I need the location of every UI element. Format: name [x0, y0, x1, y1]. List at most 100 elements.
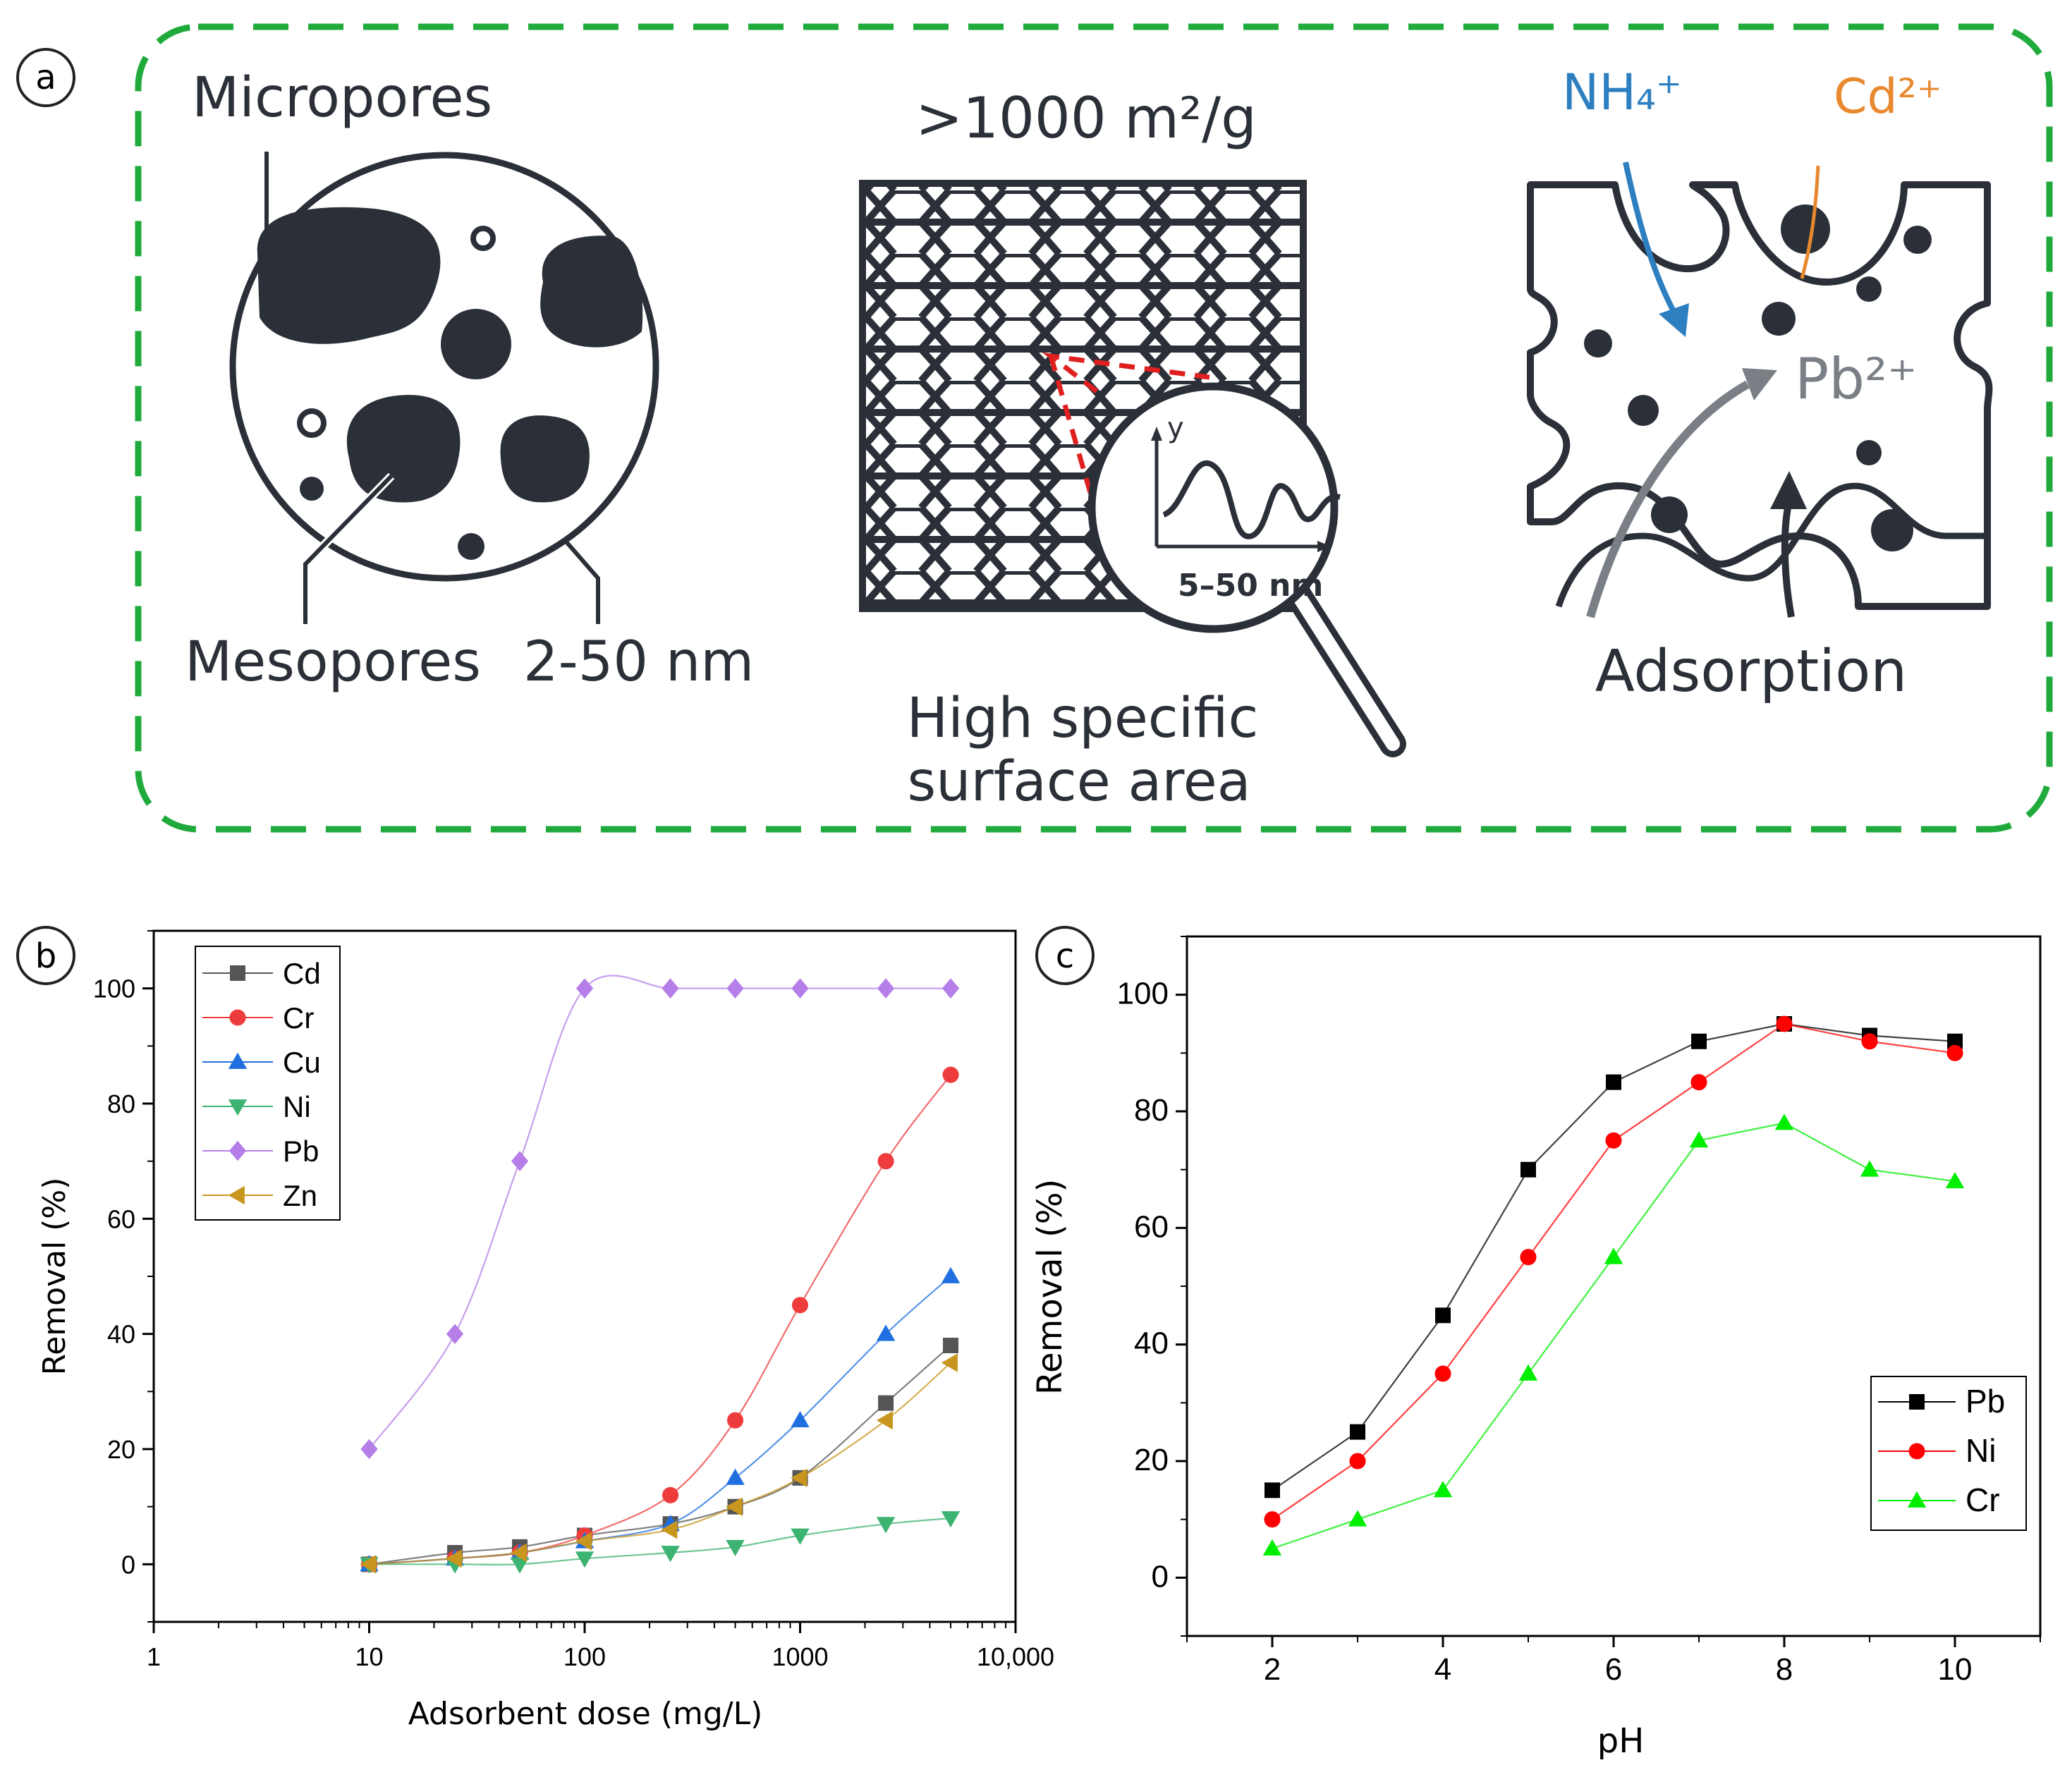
b-y-tick-label: 20 [107, 1435, 135, 1464]
c-point-cr [1518, 1364, 1538, 1381]
c-point-pb [1691, 1033, 1707, 1049]
pore-dot-8 [1871, 509, 1913, 551]
b-point-cu [876, 1324, 896, 1341]
panel-c-label: c [1056, 936, 1074, 976]
micropore-ring-top [470, 226, 496, 251]
b-point-zn [510, 1543, 527, 1563]
c-point-pb [1264, 1482, 1280, 1498]
zoom-x-arrow-icon [1317, 541, 1331, 552]
panel-b-legend: Cd Cr Cu Ni Pb Zn [195, 946, 341, 1221]
b-legend-marker-cd [230, 965, 245, 981]
b-series-line-cu [369, 1276, 951, 1565]
porous-particle [229, 152, 659, 624]
micropore-ring-left [297, 408, 327, 438]
c-point-ni [1264, 1511, 1281, 1528]
b-series-line-pb [368, 975, 951, 1450]
c-legend-marker-cr [1907, 1491, 1927, 1508]
c-y-tick-label: 60 [1134, 1209, 1169, 1244]
c-legend-label-pb: Pb [1966, 1383, 2005, 1419]
pore-dot-7 [1651, 496, 1688, 533]
c-point-cr [1348, 1510, 1367, 1527]
adsorption-channel [1527, 161, 1993, 618]
b-y-tick-label: 0 [121, 1550, 135, 1579]
b-point-ni [876, 1517, 896, 1534]
c-point-cr [1689, 1131, 1709, 1148]
b-point-pb [360, 1439, 378, 1460]
b-legend-marker-cu [228, 1052, 248, 1069]
c-x-tick-label: 10 [1938, 1652, 1973, 1687]
b-y-tick-label: 80 [107, 1089, 135, 1118]
b-point-ni [661, 1546, 680, 1563]
adsorption-arrow [1781, 507, 1795, 618]
zoom-region-marker-edge [1048, 355, 1099, 515]
ion-cd-label: Cd²⁺ [1834, 69, 1942, 125]
b-legend-label-cd: Cd [283, 957, 321, 990]
b-point-cr [877, 1153, 894, 1170]
b-point-pb [877, 978, 895, 999]
honeycomb-border [859, 180, 1307, 612]
b-point-cd [943, 1338, 959, 1353]
b-legend-label-ni: Ni [283, 1090, 311, 1123]
b-legend-marker-cr [229, 1009, 246, 1026]
zoom-range-label: 5–50 nm [1178, 568, 1323, 604]
ion-pb-label: Pb²⁺ [1795, 346, 1917, 412]
adsorption-label: Adsorption [1595, 638, 1907, 705]
b-legend-marker-ni [228, 1099, 248, 1116]
b-point-cu [791, 1410, 810, 1428]
c-point-pb [1435, 1307, 1451, 1324]
micropore-dot-bottom [458, 533, 485, 560]
b-y-tick-label: 60 [107, 1204, 135, 1233]
micropores-label: Micropores [192, 66, 492, 130]
zoom-axis-y-label: y [1167, 412, 1184, 444]
c-point-cr [1433, 1481, 1453, 1498]
micropore-dot-left [300, 477, 324, 501]
channel-lower-wall [1555, 482, 1987, 608]
b-legend-marker-pb [228, 1140, 247, 1161]
nh4-arrowhead-icon [1659, 303, 1689, 337]
micropore-large-left [257, 207, 441, 344]
panel-c-x-axis-title: pH [1597, 1721, 1645, 1761]
panel-c-label-circle [1035, 926, 1095, 985]
b-point-pb [662, 978, 679, 999]
panel-b-series [360, 975, 961, 1574]
pore-dot-2 [1856, 276, 1882, 302]
b-series-line-cr [369, 1074, 951, 1565]
b-legend-box [195, 946, 341, 1221]
panel-c-legend: Pb Ni Cr [1870, 1376, 2027, 1531]
panel-b-label: b [35, 936, 56, 976]
b-x-tick-label: 10 [355, 1642, 383, 1671]
b-point-ni [575, 1551, 595, 1568]
b-point-zn [445, 1549, 462, 1568]
zoom-wave-plot [1151, 427, 1341, 552]
b-point-zn [661, 1520, 678, 1539]
b-y-tick-label: 40 [107, 1320, 135, 1349]
b-x-tick-label: 1000 [772, 1642, 828, 1671]
b-point-pb [446, 1324, 464, 1344]
b-legend-marker-zn [228, 1185, 245, 1205]
c-x-tick-label: 6 [1605, 1652, 1622, 1687]
b-point-cd [878, 1395, 894, 1411]
micropore-large-right [540, 236, 643, 348]
c-x-tick-label: 2 [1264, 1652, 1281, 1687]
panel-a-schematic: a Micropores Mesopores 2-50 nm >1000 m²/… [16, 23, 2053, 833]
c-series-line-cr [1272, 1122, 1956, 1550]
b-point-zn [941, 1353, 958, 1372]
c-y-tick-label: 100 [1117, 977, 1169, 1011]
mesopores-label: Mesopores [185, 630, 481, 694]
b-point-cr [791, 1297, 809, 1314]
c-point-ni [1946, 1044, 1963, 1061]
b-legend-label-cu: Cu [283, 1046, 321, 1079]
mesopore-center [441, 309, 511, 379]
c-point-pb [1350, 1424, 1365, 1440]
nh4-path-arrow [1623, 161, 1678, 315]
c-point-pb [1521, 1161, 1536, 1178]
magnifier-glass [1087, 382, 1339, 633]
pore-dot-4 [1584, 329, 1612, 358]
c-legend-marker-pb [1909, 1394, 1925, 1410]
b-point-ni [791, 1528, 810, 1545]
c-x-tick-label: 4 [1434, 1652, 1451, 1687]
c-point-ni [1349, 1453, 1366, 1470]
